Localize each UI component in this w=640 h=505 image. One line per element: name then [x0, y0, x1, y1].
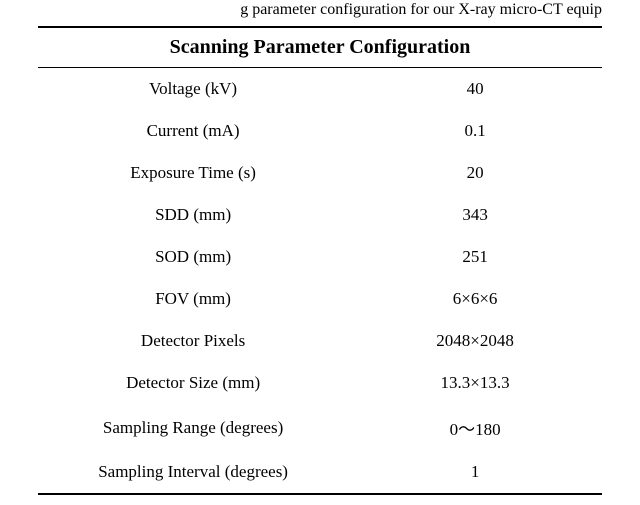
param-value: 343: [348, 194, 602, 236]
param-value: 2048×2048: [348, 320, 602, 362]
param-name: SOD (mm): [38, 236, 348, 278]
param-value: 0.1: [348, 110, 602, 152]
param-name: Sampling Range (degrees): [38, 404, 348, 451]
param-value: 13.3×13.3: [348, 362, 602, 404]
param-value: 6×6×6: [348, 278, 602, 320]
param-value: 20: [348, 152, 602, 194]
bottom-rule: [38, 493, 602, 495]
table-row: Exposure Time (s)20: [38, 152, 602, 194]
param-name: Voltage (kV): [38, 68, 348, 110]
param-value: 40: [348, 68, 602, 110]
param-name: SDD (mm): [38, 194, 348, 236]
param-name: Detector Size (mm): [38, 362, 348, 404]
param-value: 0～180: [348, 404, 602, 451]
param-name: Sampling Interval (degrees): [38, 451, 348, 493]
table-row: FOV (mm)6×6×6: [38, 278, 602, 320]
table-row: Current (mA)0.1: [38, 110, 602, 152]
table-row: Voltage (kV)40: [38, 68, 602, 110]
table-row: Sampling Interval (degrees)1: [38, 451, 602, 493]
table-container: g parameter configuration for our X-ray …: [0, 0, 640, 495]
param-name: Current (mA): [38, 110, 348, 152]
table-title: Scanning Parameter Configuration: [38, 28, 602, 67]
table-row: Sampling Range (degrees)0～180: [38, 404, 602, 451]
param-name: FOV (mm): [38, 278, 348, 320]
caption-fragment: g parameter configuration for our X-ray …: [38, 0, 602, 26]
table-row: SOD (mm)251: [38, 236, 602, 278]
param-value: 1: [348, 451, 602, 493]
parameter-table: Voltage (kV)40Current (mA)0.1Exposure Ti…: [38, 68, 602, 493]
table-row: Detector Size (mm)13.3×13.3: [38, 362, 602, 404]
param-name: Exposure Time (s): [38, 152, 348, 194]
param-name: Detector Pixels: [38, 320, 348, 362]
table-row: Detector Pixels2048×2048: [38, 320, 602, 362]
param-value: 251: [348, 236, 602, 278]
table-row: SDD (mm)343: [38, 194, 602, 236]
